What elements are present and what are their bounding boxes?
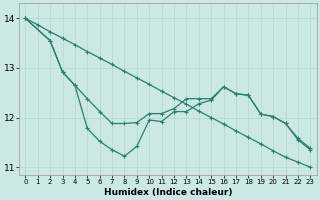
X-axis label: Humidex (Indice chaleur): Humidex (Indice chaleur) xyxy=(104,188,232,197)
